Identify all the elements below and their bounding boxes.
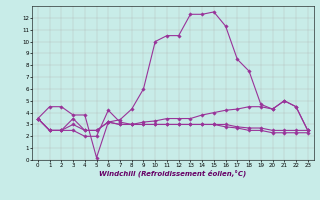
X-axis label: Windchill (Refroidissement éolien,°C): Windchill (Refroidissement éolien,°C) xyxy=(99,169,246,177)
